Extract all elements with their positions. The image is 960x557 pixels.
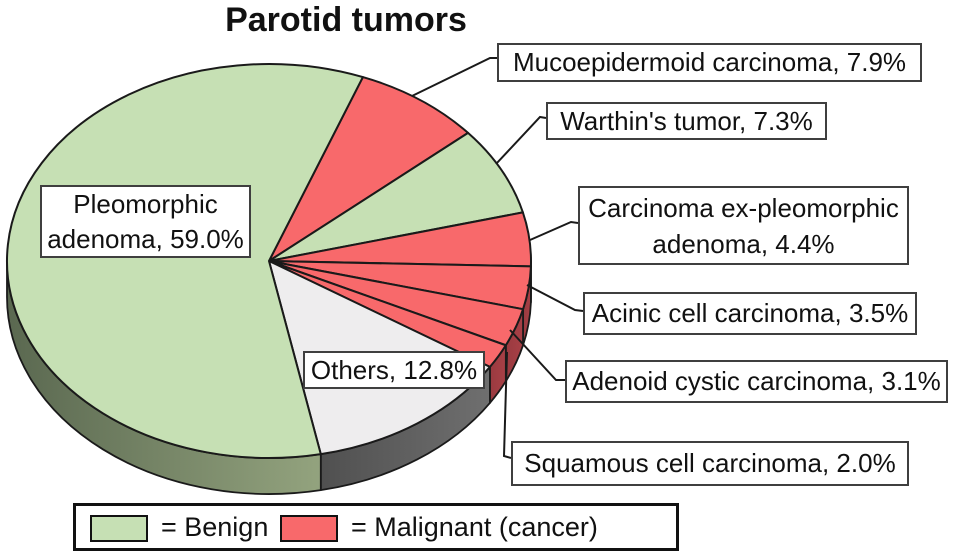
legend-malignant-label: = Malignant (cancer) [351, 511, 598, 542]
leader-carcinoma-ex [529, 220, 579, 241]
leader-squamous [502, 351, 512, 459]
legend-malignant-swatch [280, 515, 338, 542]
leader-acinic [526, 284, 584, 312]
callout-acinic-cell-carcinoma: Acinic cell carcinoma, 3.5% [583, 292, 917, 335]
callout-carcinoma-ex-pleomorphic: Carcinoma ex-pleomorphic adenoma, 4.4% [578, 186, 909, 265]
pie-slice-mucoepidermoid-carcinoma [268, 76, 470, 262]
pie-slice-warthin-s-tumor [268, 131, 524, 262]
callout-pleomorphic-adenoma: Pleomorphic adenoma, 59.0% [40, 185, 251, 258]
leader-mucoepidermoid [411, 57, 497, 97]
chart-title: Parotid tumors [225, 1, 467, 39]
legend-benign-label: = Benign [161, 511, 269, 542]
pie-slice-pleomorphic-adenoma [6, 63, 364, 459]
leader-warthins [495, 115, 547, 165]
callout-others: Others, 12.8% [303, 351, 485, 389]
callout-warthins-tumor: Warthin's tumor, 7.3% [546, 102, 827, 140]
callout-mucoepidermoid-carcinoma: Mucoepidermoid carcinoma, 7.9% [497, 43, 922, 82]
leader-adenoid [509, 329, 565, 381]
callout-squamous-cell-carcinoma: Squamous cell carcinoma, 2.0% [511, 441, 909, 486]
callout-adenoid-cystic-carcinoma: Adenoid cystic carcinoma, 3.1% [565, 360, 948, 403]
legend: = Benign = Malignant (cancer) [73, 503, 679, 551]
legend-benign-swatch [90, 515, 148, 542]
